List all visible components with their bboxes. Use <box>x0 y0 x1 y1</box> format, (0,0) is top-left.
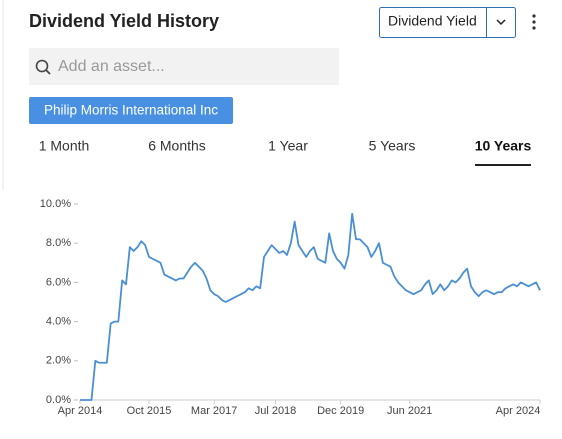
yield-line <box>80 212 541 401</box>
x-tick-label: Jun 2021 <box>387 405 432 417</box>
tab[interactable]: 1 Year <box>268 138 308 154</box>
y-tick-label: 4.0% <box>46 316 71 328</box>
dropdown-box[interactable] <box>379 7 516 38</box>
x-tick-label: Apr 2014 <box>58 405 103 417</box>
search-placeholder[interactable]: Add an asset... <box>58 58 165 75</box>
y-tick-label: 2.0% <box>46 355 71 367</box>
tab[interactable]: 5 Years <box>369 138 416 154</box>
tab[interactable]: 6 Months <box>148 138 206 154</box>
search-box[interactable] <box>29 48 339 85</box>
dot[interactable] <box>532 20 536 24</box>
title: Dividend Yield History <box>29 11 219 31</box>
tabs: 1 Month 6 Months 1 Year 5 Years 10 Years <box>39 138 532 166</box>
chart: 0.0% 2.0% 4.0% 6.0% 8.0% 10.0% Apr 2014 Oct 201… <box>40 198 541 417</box>
x-tick-label: Jul 2018 <box>255 405 297 417</box>
x-tick-label: Dec 2019 <box>317 405 364 417</box>
y-tick-label: 10.0% <box>40 198 71 210</box>
asset-chip[interactable] <box>29 97 233 124</box>
dropdown[interactable]: Dividend Yield <box>379 7 516 38</box>
y-tick-label: 0.0% <box>46 394 71 406</box>
dot[interactable] <box>532 14 536 18</box>
search-icon <box>35 59 49 73</box>
asset-chip-label[interactable]: Philip Morris International Inc <box>44 103 218 118</box>
chevron-icon[interactable] <box>496 19 506 26</box>
y-tick-label: 6.0% <box>46 276 71 288</box>
more-menu[interactable] <box>532 14 536 30</box>
x-tick-label: Oct 2015 <box>127 405 172 417</box>
dot[interactable] <box>532 26 536 30</box>
x-tick-label: Mar 2017 <box>191 405 237 417</box>
search-icon <box>45 69 51 75</box>
y-tick-label: 8.0% <box>46 237 71 249</box>
x-tick-label: Apr 2024 <box>496 405 541 417</box>
dropdown-label[interactable]: Dividend Yield <box>388 13 477 29</box>
tab[interactable]: 10 Years <box>475 138 532 154</box>
tab[interactable]: 1 Month <box>39 138 90 154</box>
